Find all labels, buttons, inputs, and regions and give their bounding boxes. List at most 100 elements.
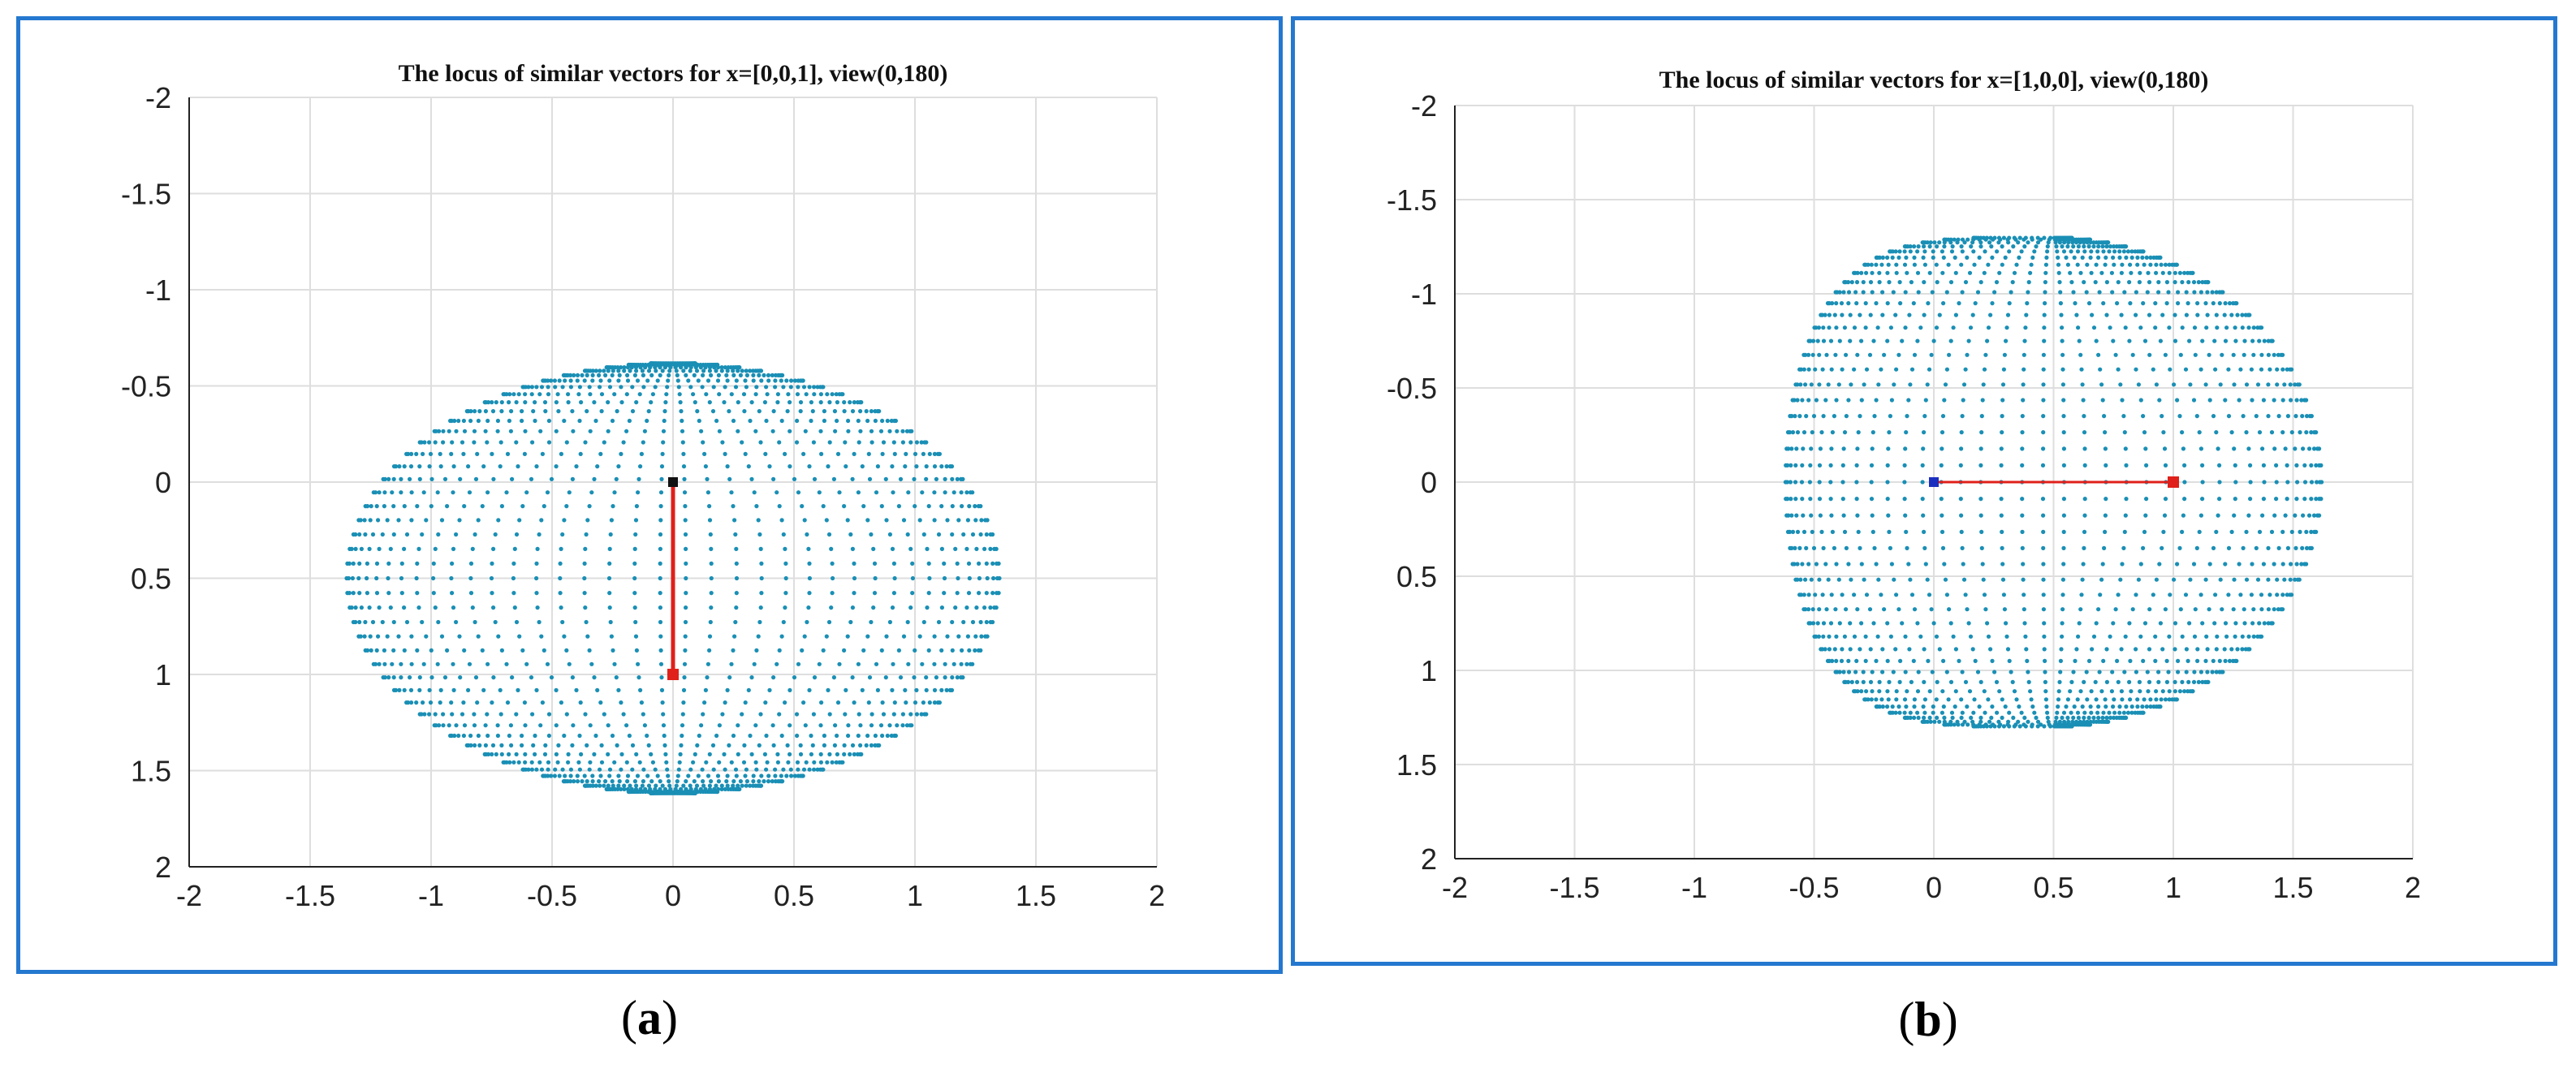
chart-a-locus-point — [359, 605, 364, 610]
chart-a-locus-point — [468, 575, 473, 581]
chart-a-locus-point — [523, 760, 528, 765]
chart-b-locus-point — [1902, 262, 1908, 267]
chart-b-locus-point — [2161, 430, 2166, 435]
chart-b-locus-point — [1961, 398, 1965, 403]
chart-b-locus-point — [1947, 607, 1952, 612]
chart-b-locus-point — [1849, 679, 1854, 685]
chart-a-locus-point — [468, 561, 474, 567]
chart-a-locus-point — [889, 418, 894, 424]
chart-a-locus-point — [420, 532, 425, 537]
chart-b-locus-point — [1943, 577, 1948, 582]
chart-a-locus-point — [485, 712, 490, 717]
chart-b-locus-point — [2240, 647, 2245, 652]
chart-a-locus-point — [684, 365, 688, 370]
chart-a-locus-point — [726, 786, 731, 792]
chart-b-locus-point — [2285, 413, 2290, 419]
chart-a-locus-point — [974, 605, 979, 610]
chart-a-locus-point — [675, 779, 680, 784]
chart-b-locus-point — [1942, 722, 1947, 727]
chart-a-locus-point — [988, 546, 993, 552]
chart-b-title: The locus of similar vectors for x=[1,0,… — [1659, 67, 2209, 93]
chart-a-locus-point — [875, 464, 880, 469]
chart-b-locus-point — [1817, 352, 1822, 357]
chart-b-locus-point — [1880, 312, 1885, 317]
chart-b-locus-point — [1942, 562, 1947, 567]
chart-a-locus-point — [900, 429, 905, 433]
chart-a-locus-point — [812, 392, 817, 397]
chart-a-locus-point — [781, 532, 786, 537]
chart-a-locus-point — [752, 661, 757, 666]
chart-a-locus-point — [850, 743, 856, 748]
chart-b-locus-point — [2162, 513, 2168, 518]
chart-b-locus-point — [1944, 367, 1949, 372]
chart-a-locus-point — [606, 400, 611, 405]
chart-a-locus-point — [861, 648, 866, 653]
chart-b-locus-point — [1937, 719, 1942, 724]
chart-b-locus-point — [1834, 634, 1839, 639]
chart-a-locus-point — [498, 464, 503, 469]
chart-a-locus-point — [451, 605, 456, 610]
chart-a-locus-point — [422, 440, 427, 445]
chart-b-locus-point — [1960, 710, 1965, 715]
chart-a-locus-point — [610, 418, 615, 424]
chart-a-locus-point — [707, 504, 712, 509]
chart-b-locus-point — [2237, 562, 2242, 567]
chart-a-locus-point — [801, 700, 806, 705]
chart-a-locus-point — [779, 773, 783, 778]
chart-a-locus-point — [979, 518, 984, 523]
chart-b-locus-point — [1940, 545, 1946, 551]
chart-a-locus-point — [483, 723, 488, 728]
chart-b-locus-point — [1963, 367, 1968, 372]
chart-a-locus-point — [385, 634, 390, 639]
chart-b-locus-point — [2163, 697, 2168, 702]
chart-a-locus-point — [367, 546, 372, 552]
chart-a-locus-point — [927, 451, 932, 457]
chart-b-locus-point — [1921, 513, 1926, 518]
chart-a-locus-point — [633, 619, 638, 625]
chart-a-locus-point — [977, 591, 982, 596]
chart-b-ytick-label: -1.5 — [1387, 183, 1437, 217]
chart-b-locus-point — [2142, 529, 2147, 535]
chart-b-locus-point — [1840, 592, 1845, 597]
chart-b-locus-point — [1904, 255, 1909, 260]
chart-b-locus-point — [2026, 280, 2031, 285]
chart-a-locus-point — [542, 400, 548, 405]
chart-a-locus-point — [549, 378, 554, 383]
chart-a-locus-point — [659, 687, 665, 693]
chart-b-locus-point — [1852, 634, 1858, 639]
chart-b-locus-point — [1820, 367, 1825, 372]
chart-a-locus-point — [926, 504, 931, 509]
chart-a-locus-point — [736, 429, 740, 433]
chart-b-locus-point — [1994, 679, 2000, 685]
chart-b-locus-point — [2138, 634, 2143, 639]
chart-b-locus-point — [1852, 325, 1858, 330]
chart-a-locus-point — [543, 409, 548, 414]
chart-a-locus-point — [953, 605, 958, 610]
chart-a-locus-point — [650, 392, 656, 397]
chart-b-locus-point — [2288, 382, 2293, 387]
chart-b-locus-point — [2009, 670, 2013, 674]
chart-a-locus-point — [409, 451, 414, 457]
chart-b-locus-point — [1797, 413, 1802, 419]
chart-b-locus-point — [2180, 634, 2185, 639]
chart-b-locus-point — [1811, 413, 1817, 419]
chart-a-locus-point — [818, 760, 824, 765]
chart-a-locus-point — [646, 743, 651, 748]
chart-a-locus-point — [939, 605, 944, 610]
chart-a-locus-point — [733, 385, 739, 390]
chart-a-locus-point — [602, 783, 606, 788]
chart-b-locus-point — [2260, 513, 2265, 518]
chart-b-locus-point — [1929, 607, 1934, 612]
chart-a-locus-point — [961, 619, 966, 625]
chart-b-locus-point — [2061, 413, 2066, 419]
chart-a-locus-point — [447, 429, 451, 433]
chart-b-locus-point — [1855, 352, 1860, 357]
chart-a-locus-point — [678, 752, 683, 757]
chart-a-locus-point — [630, 385, 635, 390]
chart-b-locus-point — [2059, 647, 2064, 652]
chart-a-locus-point — [891, 561, 896, 567]
chart-b-locus-point — [1872, 545, 1877, 551]
chart-b-locus-point — [2275, 367, 2280, 372]
chart-a-locus-point — [607, 385, 613, 390]
chart-b-locus-point — [1978, 280, 1983, 285]
